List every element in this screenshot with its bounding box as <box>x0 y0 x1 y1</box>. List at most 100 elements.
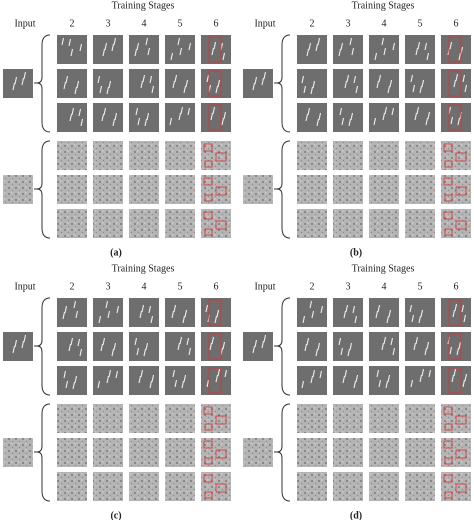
image <box>405 69 435 98</box>
column-label: 5 <box>178 281 183 292</box>
streak <box>310 375 314 384</box>
image <box>405 298 435 327</box>
streak <box>415 47 419 56</box>
image <box>165 141 195 170</box>
streak <box>97 380 101 389</box>
streak <box>171 310 175 319</box>
image <box>129 438 159 467</box>
streak <box>12 345 16 354</box>
image <box>405 332 435 361</box>
streak <box>412 84 416 93</box>
brace <box>276 403 291 502</box>
streak <box>316 118 320 127</box>
highlight-box <box>448 104 462 131</box>
streak <box>174 379 178 388</box>
column-label: 4 <box>382 281 387 292</box>
streak <box>221 117 225 126</box>
streak <box>384 106 388 115</box>
streak <box>452 309 456 318</box>
streak <box>310 86 314 95</box>
streak <box>416 106 420 115</box>
streak <box>77 338 81 347</box>
panel: Training Stages Input 2 3 4 5 6 (c) <box>3 263 231 521</box>
image <box>441 103 471 132</box>
streak <box>75 310 79 319</box>
streak <box>410 379 414 388</box>
image <box>201 69 231 98</box>
streak <box>417 41 421 50</box>
streak <box>355 85 359 94</box>
image <box>201 35 231 64</box>
panel-caption: (d) <box>350 510 362 520</box>
image <box>333 69 363 98</box>
streak <box>212 106 216 115</box>
streak <box>428 369 432 378</box>
image <box>93 175 123 204</box>
brace <box>36 34 51 133</box>
streak <box>344 369 348 378</box>
streak <box>111 43 115 52</box>
streak <box>21 77 25 86</box>
streak <box>378 379 382 388</box>
input-label: Input <box>254 18 275 29</box>
streak <box>309 300 313 309</box>
streak <box>303 85 307 94</box>
streak <box>419 374 423 383</box>
streak <box>12 82 16 91</box>
streak <box>114 112 118 121</box>
streak <box>68 38 72 47</box>
streak <box>387 85 391 94</box>
streak <box>215 374 219 383</box>
streak <box>149 75 153 84</box>
streak <box>149 380 153 389</box>
panel-caption: (c) <box>110 510 121 520</box>
streak <box>135 107 139 116</box>
streak <box>61 37 65 46</box>
streak <box>146 112 150 121</box>
streak <box>418 315 422 324</box>
streak <box>349 342 353 351</box>
streak <box>113 342 117 351</box>
brace <box>276 140 291 239</box>
streak <box>389 79 393 88</box>
image <box>93 209 123 238</box>
streak <box>376 369 380 378</box>
image <box>129 175 159 204</box>
image <box>93 298 123 327</box>
streak <box>338 337 342 346</box>
input-label: Input <box>14 281 35 292</box>
streak <box>106 86 110 95</box>
streak <box>179 336 183 345</box>
column-label: 5 <box>418 281 423 292</box>
streak <box>70 48 74 57</box>
image <box>333 298 363 327</box>
streak <box>72 381 76 390</box>
highlight-box <box>448 367 462 394</box>
image <box>441 69 471 98</box>
image <box>297 103 327 132</box>
image <box>297 35 327 64</box>
streak <box>140 80 144 89</box>
highlight-box <box>443 440 453 449</box>
image <box>201 103 231 132</box>
image <box>165 404 195 433</box>
streak <box>178 112 182 121</box>
streak <box>206 74 210 83</box>
streak <box>222 52 226 61</box>
image <box>165 438 195 467</box>
streak <box>382 112 386 121</box>
streak <box>378 74 382 83</box>
streak <box>318 112 322 121</box>
streak <box>217 368 221 377</box>
streak <box>23 71 27 80</box>
streak <box>104 42 108 51</box>
column-label: 2 <box>310 18 315 29</box>
streak <box>143 348 147 357</box>
image <box>297 332 327 361</box>
streak <box>224 369 228 378</box>
streak <box>319 370 323 379</box>
streak <box>21 340 25 349</box>
image <box>297 209 327 238</box>
image <box>333 175 363 204</box>
streak <box>186 337 190 346</box>
